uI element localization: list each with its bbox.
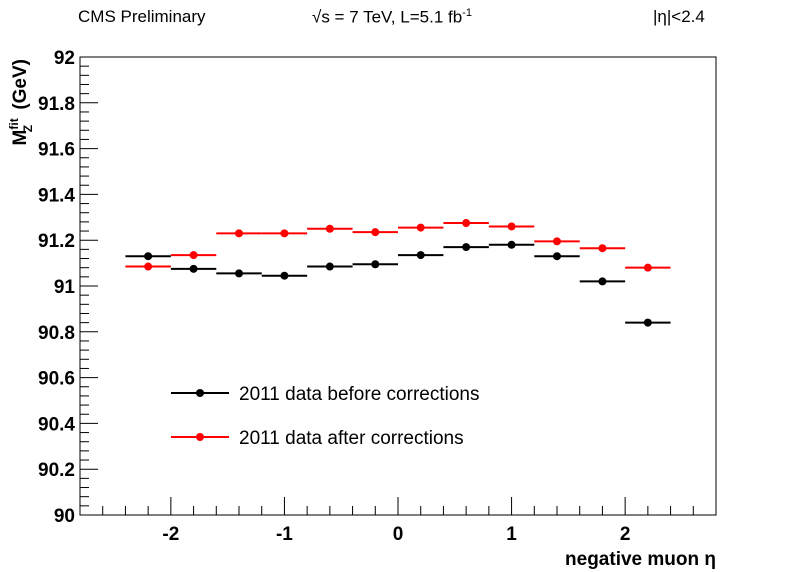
x-axis-title: negative muon η bbox=[565, 549, 716, 570]
data-point-marker bbox=[371, 260, 380, 269]
header-energy-luminosity: √s = 7 TeV, L=5.1 fb-1 bbox=[312, 7, 472, 28]
data-point-marker bbox=[553, 252, 561, 261]
y-tick-label: 90.6 bbox=[38, 369, 75, 390]
data-point-marker bbox=[598, 277, 607, 286]
data-point-marker bbox=[144, 262, 153, 271]
header-eta-range: |η|<2.4 bbox=[653, 7, 705, 26]
data-point-marker bbox=[598, 244, 607, 253]
data-point-marker bbox=[280, 271, 289, 280]
data-point-marker bbox=[189, 264, 198, 273]
x-tick-label: -1 bbox=[276, 524, 293, 545]
data-point-marker bbox=[235, 229, 243, 238]
legend-label: 2011 data after corrections bbox=[239, 428, 464, 449]
series-after-corrections bbox=[125, 219, 671, 272]
y-tick-label: 91.6 bbox=[38, 140, 75, 161]
data-point-marker bbox=[462, 219, 471, 228]
y-tick-label: 91.4 bbox=[38, 185, 75, 206]
x-tick-label: -2 bbox=[162, 524, 179, 545]
y-axis-title: MfitZ (GeV) bbox=[7, 59, 35, 145]
data-point-marker bbox=[189, 251, 198, 260]
legend-entry: 2011 data before corrections bbox=[171, 384, 479, 405]
data-point-marker bbox=[416, 251, 425, 260]
data-point-marker bbox=[325, 224, 334, 233]
data-point-marker bbox=[507, 222, 516, 231]
y-tick-label: 91 bbox=[54, 277, 76, 298]
data-point-marker bbox=[371, 228, 380, 237]
data-point-marker bbox=[235, 269, 243, 278]
data-point-marker bbox=[280, 229, 289, 238]
y-tick-label: 92 bbox=[54, 48, 75, 69]
series-before-corrections bbox=[125, 240, 671, 327]
legend-marker bbox=[196, 389, 204, 397]
y-tick-label: 90.8 bbox=[38, 323, 75, 344]
header-energy-superscript: -1 bbox=[462, 7, 472, 19]
data-point-marker bbox=[416, 223, 425, 232]
y-tick-label: 90 bbox=[54, 506, 75, 527]
data-point-marker bbox=[643, 263, 652, 272]
legend-label: 2011 data before corrections bbox=[239, 384, 479, 405]
y-tick-label: 90.2 bbox=[38, 460, 75, 481]
y-tick-label: 91.2 bbox=[38, 231, 75, 252]
data-point-marker bbox=[325, 262, 334, 271]
header-energy-text: √s = 7 TeV, L=5.1 fb bbox=[312, 7, 463, 27]
data-point-marker bbox=[144, 252, 153, 261]
x-tick-label: 1 bbox=[506, 524, 517, 545]
header-experiment-label: CMS Preliminary bbox=[78, 7, 206, 26]
data-point-marker bbox=[643, 318, 652, 327]
y-tick-label: 91.8 bbox=[38, 94, 75, 115]
data-point-marker bbox=[553, 237, 561, 246]
x-tick-label: 2 bbox=[620, 524, 631, 545]
y-tick-label: 90.4 bbox=[38, 414, 75, 435]
data-point-marker bbox=[462, 243, 471, 252]
legend-entry: 2011 data after corrections bbox=[171, 428, 464, 449]
data-point-marker bbox=[507, 240, 516, 249]
legend-marker bbox=[196, 433, 204, 441]
x-tick-label: 0 bbox=[393, 524, 404, 545]
